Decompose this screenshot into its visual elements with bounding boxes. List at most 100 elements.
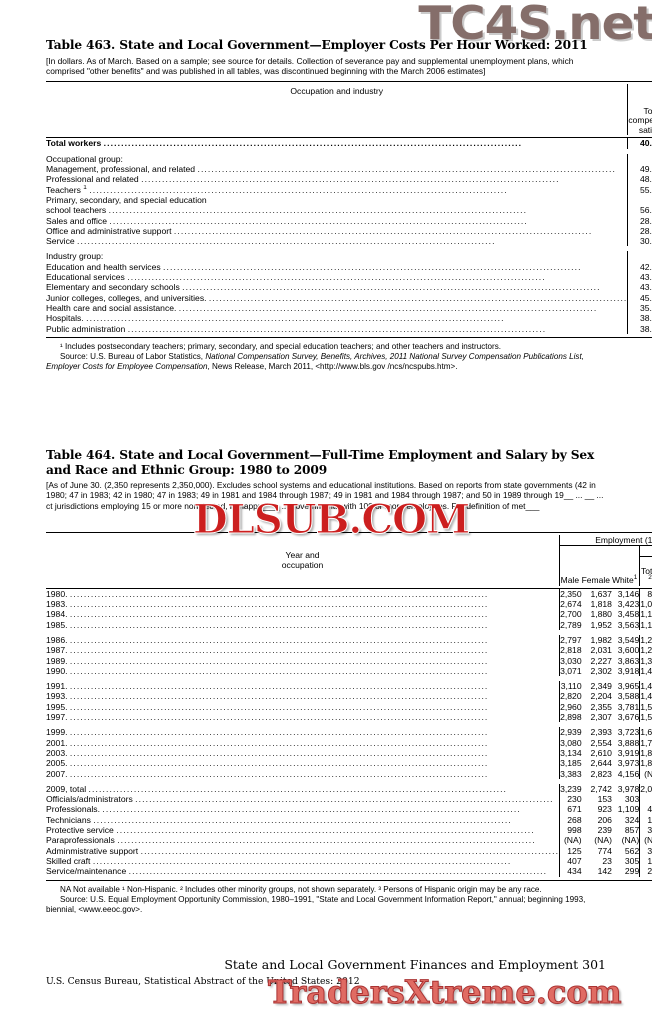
- table-row: Adminmistrative support ................…: [46, 845, 652, 856]
- cell: 1,436: [639, 691, 652, 702]
- cell: 38.54: [627, 323, 652, 334]
- cell: 1,609: [639, 727, 652, 738]
- cell: 337: [639, 845, 652, 856]
- table-463-stub-header: Occupation and industry: [290, 85, 384, 96]
- cell: [627, 153, 652, 165]
- cell: 3,071: [559, 665, 582, 677]
- cell: 3,185: [559, 758, 582, 769]
- table-row: Hospitals. .............................…: [46, 313, 652, 324]
- table-row: 1980. ..................................…: [46, 588, 652, 600]
- cell: 1,637: [590, 588, 612, 599]
- cell: (NA): [594, 835, 612, 846]
- cell: [627, 251, 652, 262]
- cell: 3,134: [559, 747, 582, 759]
- cell: 23: [602, 855, 612, 866]
- row-label: Professional and related ...............…: [46, 174, 560, 185]
- cell: 277: [639, 866, 652, 877]
- table-row: Health care and social assistance. .....…: [46, 302, 652, 314]
- row-label: 2001. ..................................…: [46, 737, 489, 748]
- cell: 1,529: [639, 712, 652, 723]
- table-row: Total workers ..........................…: [46, 137, 652, 149]
- table-row: Occupational group:: [46, 153, 652, 165]
- row-label: Hospitals. .............................…: [46, 313, 505, 324]
- cell: 3,110: [559, 681, 582, 692]
- table-row: Primary, secondary, and special educatio…: [46, 194, 652, 206]
- table-464-title: Table 464. State and Local Government—Fu…: [46, 448, 595, 477]
- table-row: 2001. ..................................…: [46, 737, 652, 748]
- row-label: Management, professional, and related ..…: [46, 164, 616, 175]
- cell: 303: [624, 794, 640, 805]
- cell: 2,797: [559, 634, 582, 646]
- row-label: school teachers ........................…: [46, 205, 528, 216]
- cell: 2,031: [590, 645, 612, 656]
- row-label: Education and health services ..........…: [46, 261, 582, 272]
- cell: 43.08: [627, 282, 652, 293]
- row-label: Officials/administrators ...............…: [46, 794, 554, 805]
- cell: 671: [559, 804, 582, 815]
- row-label: 1991. ..................................…: [46, 681, 489, 692]
- cell: 998: [559, 825, 582, 836]
- cell: 268: [559, 814, 582, 826]
- table-463-block: Table 463. State and Local Government—Em…: [46, 38, 652, 372]
- row-label: Skilled craft ..........................…: [46, 855, 512, 866]
- table-row: Paraprofessionals ......................…: [46, 835, 652, 846]
- table-row: 2005. ..................................…: [46, 758, 652, 769]
- table-row: 1984. ..................................…: [46, 609, 652, 620]
- cell: 2,350: [559, 588, 582, 600]
- cell: 1,394: [639, 655, 652, 666]
- row-label: 1990. ..................................…: [46, 665, 489, 676]
- table-row: 1997. ..................................…: [46, 712, 652, 723]
- cell: 2,700: [559, 609, 582, 620]
- cell: 2,554: [590, 737, 612, 748]
- cell: 299: [624, 866, 640, 877]
- table-row: 1993. ..................................…: [46, 691, 652, 702]
- cell: 3,918: [617, 665, 640, 676]
- table-464-stub-header: Year and occupation: [281, 550, 324, 571]
- row-label: 2005. ..................................…: [46, 758, 489, 769]
- table-row: 2009, total ............................…: [46, 783, 652, 795]
- cell: 3,919: [617, 747, 640, 758]
- col-total-compensation: Total compen- sation: [627, 97, 652, 136]
- row-label: 2009, total ............................…: [46, 783, 508, 794]
- cell: 1,534: [639, 701, 652, 713]
- table-row: 2003. ..................................…: [46, 747, 652, 759]
- table-464-head: Year and occupation Employment (1,000) M…: [46, 532, 652, 589]
- table-row: Officials/administrators ...............…: [46, 794, 652, 805]
- row-label: Paraprofessionals ......................…: [46, 835, 536, 846]
- table-row: Industry group:: [46, 251, 652, 262]
- row-label: 1987. ..................................…: [46, 645, 489, 656]
- cell: 28.28: [627, 225, 652, 237]
- cell: 1,249: [639, 645, 652, 656]
- cell: (NA): [639, 768, 652, 779]
- table-464-source: Source: U.S. Equal Employment Opportunit…: [46, 894, 586, 914]
- row-label: Elementary and secondary schools .......…: [46, 282, 601, 293]
- table-463-source: Source: U.S. Bureau of Labor Statistics,…: [46, 351, 584, 371]
- cell: 2,823: [590, 768, 612, 779]
- table-row: 2007. ..................................…: [46, 768, 652, 779]
- row-label: Professionals. .........................…: [46, 804, 521, 815]
- table-row: Junior colleges, colleges, and universit…: [46, 292, 652, 303]
- table-row: 1983. ..................................…: [46, 599, 652, 610]
- table-row: Educational services ...................…: [46, 272, 652, 283]
- cell: 3,458: [617, 609, 640, 620]
- cell: 1,494: [639, 681, 652, 692]
- cell: (NA): [639, 835, 652, 846]
- cell: 125: [559, 845, 582, 856]
- cell: 2,789: [559, 619, 582, 630]
- cell: 3,549: [617, 634, 640, 645]
- cell: 56.38: [627, 205, 652, 216]
- cell: 2,960: [559, 701, 582, 713]
- row-label: Industry group:: [46, 251, 104, 262]
- cell: 857: [624, 825, 640, 836]
- table-row: 1985. ..................................…: [46, 619, 652, 630]
- cell: 1,179: [639, 619, 652, 630]
- cell: 434: [559, 866, 582, 877]
- cell: 3,781: [617, 701, 640, 712]
- table-row: Public administration ..................…: [46, 323, 652, 334]
- table-row: Office and administrative support ......…: [46, 225, 652, 237]
- table-463-head: Occupation and industry Benefit cost Tot…: [46, 81, 652, 139]
- cell: 1,982: [590, 634, 612, 645]
- cell: 1,818: [590, 599, 612, 610]
- cell: 239: [597, 825, 612, 836]
- cell: 3,863: [617, 655, 640, 666]
